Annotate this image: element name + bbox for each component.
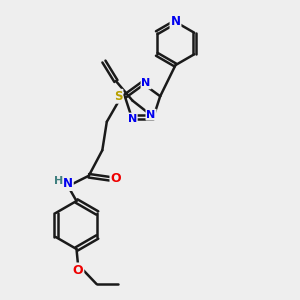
Text: O: O <box>110 172 121 185</box>
Text: S: S <box>114 90 122 103</box>
Text: O: O <box>73 263 83 277</box>
Text: N: N <box>146 110 156 120</box>
Text: N: N <box>142 78 151 88</box>
Text: N: N <box>128 113 137 124</box>
Text: N: N <box>63 177 73 190</box>
Text: H: H <box>54 176 63 186</box>
Text: N: N <box>170 15 181 28</box>
